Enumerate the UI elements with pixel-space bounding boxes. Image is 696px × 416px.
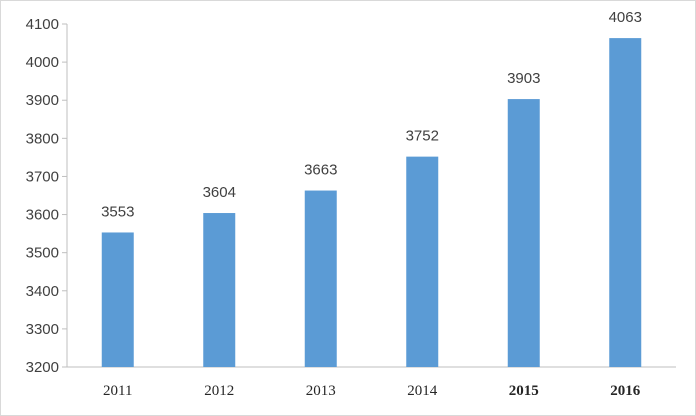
y-tick-label: 3600: [26, 207, 59, 224]
y-tick-label: 3400: [26, 283, 59, 300]
data-labels: 3553 3604 3663 3752 3903 4063: [101, 9, 642, 220]
x-tick-label-2013: 2013: [306, 383, 336, 399]
y-tick-label: 4000: [26, 54, 59, 71]
x-tick-label-2015: 2015: [509, 383, 539, 399]
bar-2014: [406, 156, 439, 367]
x-tick-labels: 2011 2012 2013 2014 2015 2016: [103, 383, 641, 399]
y-tick-label: 3800: [26, 130, 59, 147]
y-tick-labels: 3200 3300 3400 3500 3600 3700 3800 3900 4000 4100: [26, 16, 59, 376]
x-tick-label-2014: 2014: [407, 383, 438, 399]
bar-2011: [101, 232, 134, 367]
bar-2015: [507, 99, 540, 367]
data-label-2011: 3553: [101, 203, 134, 220]
data-label-2014: 3752: [406, 128, 439, 145]
x-tick-label-2011: 2011: [103, 383, 132, 399]
bar-2013: [304, 190, 337, 367]
y-tick-label: 3200: [26, 359, 59, 376]
x-tick-label-2012: 2012: [204, 383, 234, 399]
bars: [101, 38, 642, 368]
bar-2016: [609, 38, 642, 368]
axes: [62, 23, 676, 368]
y-tick-label: 3300: [26, 321, 59, 338]
data-label-2013: 3663: [304, 162, 337, 179]
y-tick-label: 3500: [26, 245, 59, 262]
y-tick-label: 3700: [26, 168, 59, 185]
x-tick-label-2016: 2016: [610, 383, 641, 399]
data-label-2016: 4063: [609, 9, 642, 26]
y-tick-label: 3900: [26, 92, 59, 109]
y-tick-label: 4100: [26, 16, 59, 33]
data-label-2012: 3604: [203, 184, 236, 201]
data-label-2015: 3903: [507, 70, 540, 87]
bar-2012: [203, 213, 236, 367]
